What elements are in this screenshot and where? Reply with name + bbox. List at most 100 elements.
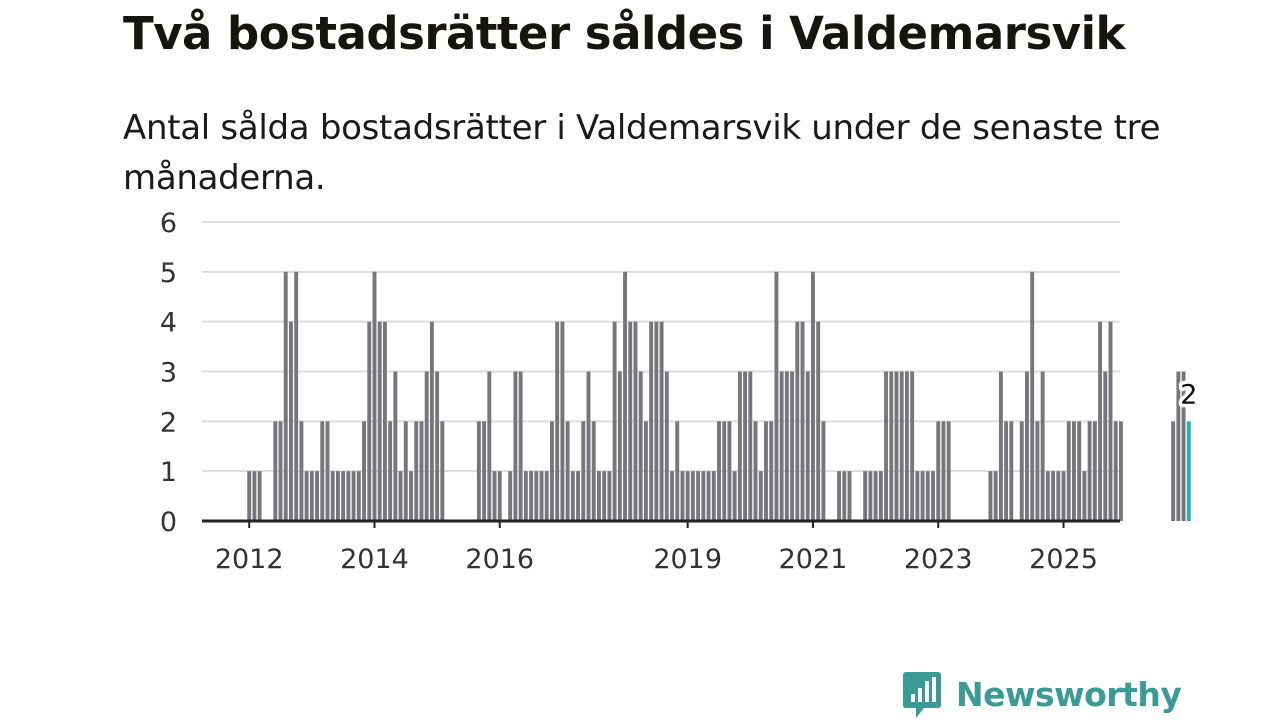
bar	[304, 471, 309, 521]
bar	[899, 371, 904, 521]
bar	[565, 421, 570, 521]
bar	[596, 471, 601, 521]
x-axis-ticks: 2012 2014 2016 2019 2021 2023 2025	[215, 521, 1098, 575]
y-tick-label-5: 5	[160, 258, 177, 289]
bar	[737, 371, 742, 521]
bar	[382, 321, 387, 521]
bar	[769, 421, 774, 521]
bar	[429, 321, 434, 521]
bar	[393, 371, 398, 521]
bar	[670, 471, 674, 521]
bar	[1066, 421, 1071, 521]
bar	[1171, 421, 1176, 521]
bar	[398, 471, 403, 521]
bar	[252, 471, 257, 521]
bar	[346, 471, 351, 521]
bar	[570, 471, 575, 521]
bar	[529, 471, 534, 521]
bar-highlight	[1186, 421, 1191, 521]
bar	[508, 471, 513, 521]
bar	[586, 371, 591, 521]
bar	[1019, 421, 1024, 521]
bar	[628, 321, 633, 521]
bar	[659, 321, 664, 521]
bar	[675, 421, 680, 521]
y-tick-label-4: 4	[160, 308, 177, 339]
bar	[607, 471, 612, 521]
y-tick-label-3: 3	[160, 358, 177, 389]
bar	[1082, 471, 1087, 521]
bar	[774, 271, 779, 521]
bar	[779, 371, 784, 521]
bar	[294, 271, 299, 521]
bar	[1051, 471, 1056, 521]
bar	[847, 471, 852, 521]
bar	[476, 421, 481, 521]
x-tick-label-2023: 2023	[904, 544, 973, 575]
bar	[649, 321, 654, 521]
bar	[1113, 421, 1118, 521]
bar	[764, 421, 768, 521]
bar	[617, 371, 622, 521]
bar	[356, 471, 361, 521]
bar	[732, 471, 737, 521]
highlight-data-label: 2	[1180, 379, 1197, 410]
bar	[717, 421, 721, 521]
bar	[894, 371, 899, 521]
y-tick-label-2: 2	[160, 407, 177, 438]
bar	[868, 471, 873, 521]
bar	[664, 371, 669, 521]
bar	[367, 321, 372, 521]
bar	[523, 471, 528, 521]
bar	[884, 371, 888, 521]
bar	[1072, 421, 1076, 521]
bar	[335, 471, 340, 521]
bar	[247, 471, 252, 521]
bar	[863, 471, 868, 521]
bar	[993, 471, 998, 521]
bar	[330, 471, 335, 521]
bar	[837, 471, 842, 521]
x-tick-label-2014: 2014	[340, 544, 409, 575]
bar	[696, 471, 701, 521]
bar	[795, 321, 800, 521]
bar	[257, 471, 262, 521]
bar	[701, 471, 706, 521]
bar	[289, 321, 293, 521]
bar	[560, 321, 565, 521]
x-tick-label-2025: 2025	[1029, 544, 1098, 575]
bar	[904, 371, 909, 521]
bar	[811, 271, 815, 521]
bar	[722, 421, 727, 521]
bar	[534, 471, 539, 521]
bar	[362, 421, 366, 521]
bar	[915, 471, 920, 521]
newsworthy-logo-icon	[903, 672, 941, 718]
newsworthy-logo: Newsworthy	[902, 670, 1182, 720]
bar	[325, 421, 330, 521]
bar	[633, 321, 638, 521]
bar	[821, 421, 826, 521]
bar	[497, 471, 502, 521]
bar	[315, 471, 320, 521]
bar	[409, 471, 413, 521]
bar	[581, 421, 586, 521]
bar	[873, 471, 878, 521]
bar	[492, 471, 497, 521]
bar	[936, 421, 941, 521]
bar	[790, 371, 795, 521]
bar	[341, 471, 346, 521]
bar	[539, 471, 544, 521]
bar	[1061, 471, 1066, 521]
y-tick-label-1: 1	[160, 457, 177, 488]
bar	[576, 471, 581, 521]
bar	[435, 371, 440, 521]
bar	[388, 421, 393, 521]
bars	[247, 271, 1191, 521]
bar	[372, 271, 377, 521]
bar	[685, 471, 690, 521]
bar	[753, 421, 758, 521]
gridlines	[202, 221, 1120, 473]
bar	[1056, 471, 1061, 521]
bar	[424, 371, 429, 521]
